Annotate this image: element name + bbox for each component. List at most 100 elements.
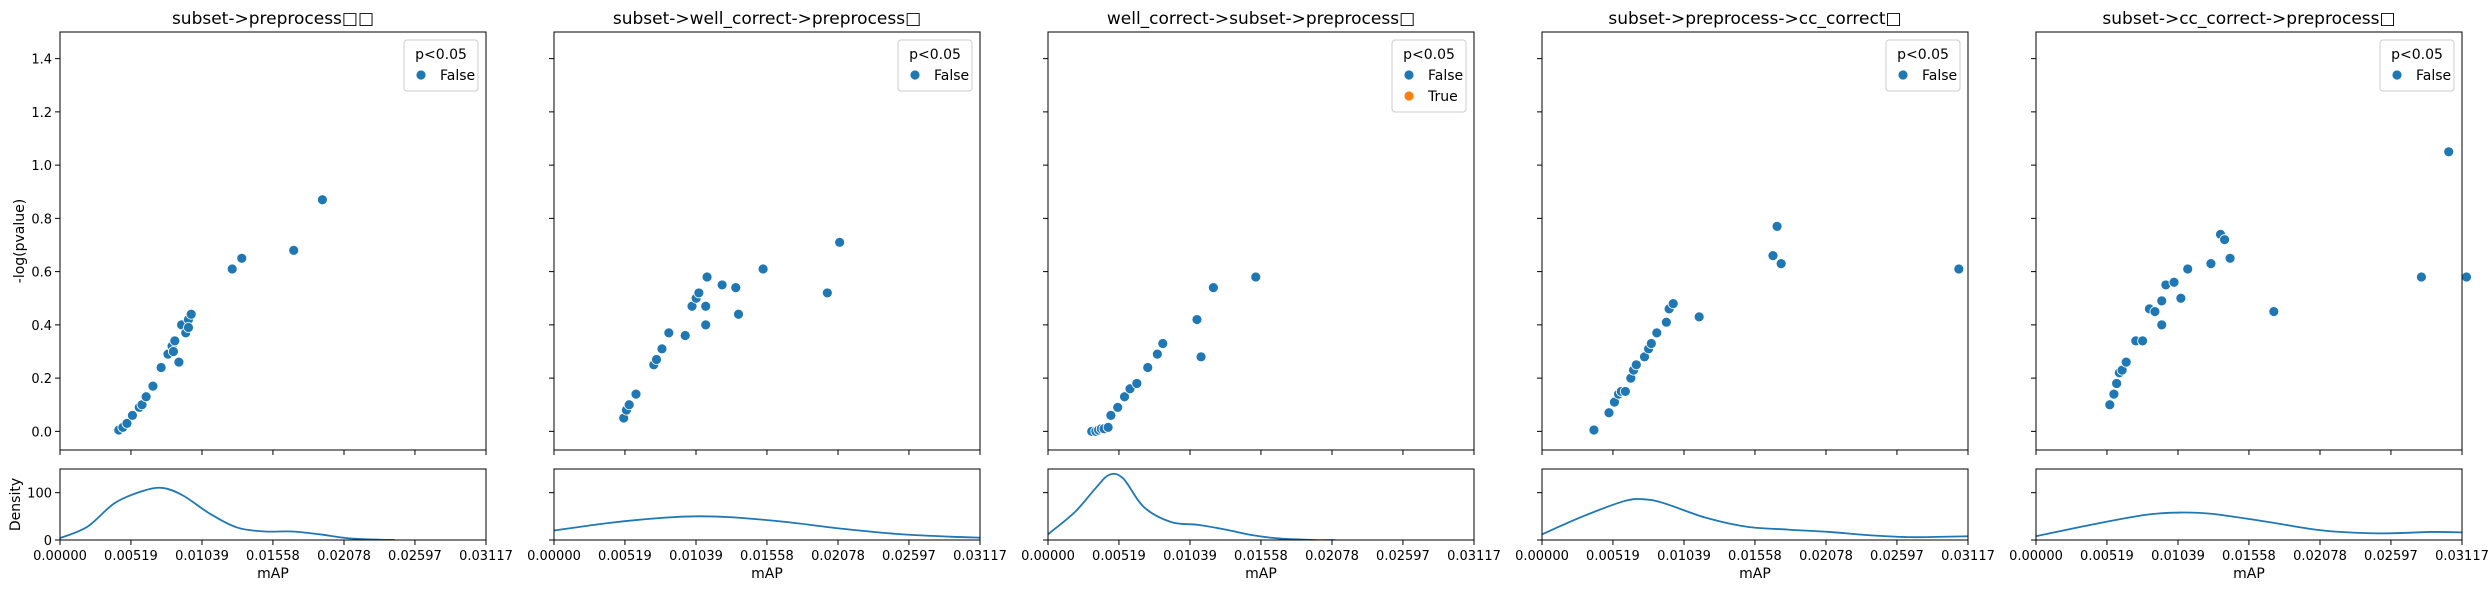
scatter-point bbox=[1775, 258, 1787, 270]
y-tick-label: 1.2 bbox=[31, 106, 52, 121]
legend-title: p<0.05 bbox=[415, 47, 467, 63]
scatter-point bbox=[236, 252, 248, 264]
scatter-point bbox=[2205, 258, 2217, 270]
legend-label-false: False bbox=[934, 68, 969, 84]
x-tick-label: 0.01039 bbox=[1163, 549, 1217, 564]
density-curve bbox=[2036, 511, 2462, 538]
scatter-point bbox=[1112, 402, 1124, 413]
x-tick-label: 0.02078 bbox=[811, 549, 865, 564]
panel-title: subset->preprocess->cc_correct□ bbox=[1608, 9, 1901, 29]
legend-marker-false bbox=[1897, 69, 1909, 81]
y-tick-label: 1.4 bbox=[31, 53, 52, 68]
scatter-point bbox=[2416, 271, 2427, 283]
density-y-axis-label: Density bbox=[8, 478, 24, 531]
scatter-point bbox=[700, 300, 712, 312]
scatter-axes-frame bbox=[1541, 31, 1969, 451]
scatter-point bbox=[663, 327, 675, 339]
scatter-point bbox=[834, 236, 846, 248]
scatter-point bbox=[1767, 250, 1779, 262]
scatter-point bbox=[140, 391, 152, 403]
x-tick-label: 0.03117 bbox=[953, 549, 1007, 564]
scatter-point bbox=[630, 388, 642, 400]
legend-marker-true bbox=[1403, 90, 1415, 102]
scatter-point bbox=[2224, 252, 2236, 264]
density-curve bbox=[60, 486, 395, 540]
x-tick-label: 0.00000 bbox=[2009, 549, 2063, 564]
y-tick-label: 1.0 bbox=[31, 159, 52, 174]
x-tick-label: 0.00519 bbox=[1586, 549, 1640, 564]
scatter-point bbox=[1603, 407, 1615, 419]
panel-1: subset->preprocess□□ 0.0 0.2 0.4 0.6 0.8 1.0 1.… bbox=[27, 9, 513, 582]
legend-title: p<0.05 bbox=[1897, 47, 1949, 63]
scatter-point bbox=[226, 263, 238, 275]
x-axis-label: mAP bbox=[2233, 566, 2265, 582]
density-axes-frame bbox=[2035, 468, 2463, 541]
x-tick-label: 0.00519 bbox=[2080, 549, 2134, 564]
scatter-point bbox=[2156, 295, 2168, 307]
x-tick-label: 0.00000 bbox=[1515, 549, 1569, 564]
y-tick-label: 0.6 bbox=[31, 266, 52, 281]
scatter-point bbox=[2175, 292, 2187, 304]
scatter-point bbox=[2149, 306, 2161, 317]
x-tick-label: 0.00519 bbox=[598, 549, 652, 564]
x-axis-label: mAP bbox=[1739, 566, 1771, 582]
legend-title: p<0.05 bbox=[909, 47, 961, 63]
scatter-point bbox=[1630, 359, 1642, 371]
scatter-point bbox=[1619, 386, 1631, 397]
scatter-axes-frame bbox=[59, 31, 487, 451]
density-curve bbox=[554, 515, 980, 539]
legend-label-false: False bbox=[2416, 68, 2451, 84]
scatter-axes-frame bbox=[1047, 31, 1475, 451]
scatter-point bbox=[1151, 348, 1163, 360]
scatter-point bbox=[1142, 362, 1154, 373]
scatter-point bbox=[2120, 356, 2132, 368]
scatter-point bbox=[1588, 424, 1600, 436]
x-tick-label: 0.01039 bbox=[669, 549, 723, 564]
scatter-point bbox=[2104, 399, 2116, 411]
legend-marker-false bbox=[2391, 69, 2403, 81]
legend-title: p<0.05 bbox=[1403, 47, 1455, 63]
legend-marker-false bbox=[415, 69, 427, 81]
scatter-point bbox=[2461, 271, 2472, 283]
scatter-axes-frame bbox=[553, 31, 981, 451]
scatter-point bbox=[155, 362, 167, 373]
x-tick-label: 0.02597 bbox=[388, 549, 442, 564]
scatter-point bbox=[2108, 388, 2120, 400]
legend-marker-false bbox=[1403, 69, 1415, 81]
scatter-point bbox=[147, 380, 159, 392]
x-tick-label: 0.01558 bbox=[740, 549, 794, 564]
scatter-point bbox=[169, 335, 181, 347]
scatter-point bbox=[2219, 234, 2231, 246]
legend-label-false: False bbox=[440, 68, 475, 84]
x-tick-label: 0.01039 bbox=[1657, 549, 1711, 564]
scatter-point bbox=[2182, 263, 2194, 275]
density-axes-frame bbox=[1541, 468, 1969, 541]
x-tick-label: 0.03117 bbox=[1447, 549, 1501, 564]
scatter-point bbox=[2443, 146, 2455, 158]
x-tick-label: 0.03117 bbox=[2435, 549, 2489, 564]
scatter-point bbox=[700, 319, 712, 331]
scatter-point bbox=[1191, 314, 1203, 325]
scatter-point bbox=[168, 346, 179, 357]
scatter-point bbox=[1953, 263, 1965, 275]
x-tick-label: 0.02078 bbox=[2293, 549, 2347, 564]
scatter-point bbox=[1660, 316, 1672, 328]
scatter-point bbox=[1195, 351, 1207, 363]
scatter-point bbox=[1645, 338, 1657, 349]
scatter-point bbox=[2156, 319, 2168, 331]
scatter-point bbox=[2111, 378, 2123, 389]
panel-title: well_correct->subset->preprocess□ bbox=[1107, 9, 1415, 29]
scatter-point bbox=[1693, 311, 1705, 323]
x-tick-label: 0.00000 bbox=[1021, 549, 1075, 564]
y-tick-label: 0.4 bbox=[31, 319, 52, 334]
scatter-point bbox=[1131, 378, 1143, 389]
x-tick-label: 0.02078 bbox=[1305, 549, 1359, 564]
legend-title: p<0.05 bbox=[2391, 47, 2443, 63]
scatter-point bbox=[173, 356, 185, 368]
y-tick-label: 0.8 bbox=[31, 212, 52, 227]
scatter-point bbox=[733, 308, 744, 320]
y-tick-label: 0.0 bbox=[31, 425, 52, 440]
legend-marker-false bbox=[909, 69, 921, 81]
density-axes-frame bbox=[1047, 468, 1475, 541]
panel-title: subset->cc_correct->preprocess□ bbox=[2102, 9, 2395, 29]
